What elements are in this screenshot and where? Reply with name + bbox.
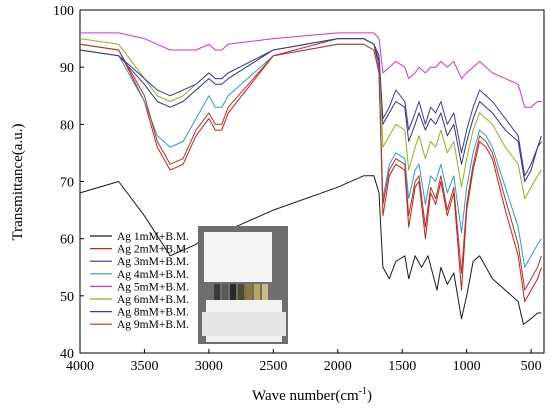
vial [230, 284, 236, 300]
legend-label: Ag 8mM+B.M. [117, 307, 189, 319]
x-tick-label: 3000 [195, 359, 223, 374]
ticks-layer: 4000 3500 3000 2500 2000 1500 1000 500 40 50 60 70 8… [53, 4, 542, 374]
inset-photo [198, 226, 288, 344]
x-axis-title-superscript: -1 [359, 386, 367, 397]
vial [262, 284, 268, 300]
legend-label: Ag 6mM+B.M. [117, 294, 189, 306]
x-tick-label: 2000 [324, 359, 352, 374]
y-tick-label: 60 [60, 233, 74, 248]
series-line-2 [79, 38, 542, 303]
x-axis-title: Wave number(cm-1) [252, 386, 372, 404]
x-tick-label: 2500 [259, 359, 287, 374]
y-tick-label: 70 [60, 176, 74, 191]
legend-label: Ag 5mM+B.M. [117, 281, 189, 293]
legend: Ag 1mM+B.M.Ag 2mM+B.M.Ag 3mM+B.M.Ag 4mM+… [90, 231, 189, 331]
x-tick-label: 1500 [388, 359, 416, 374]
series-line-7 [79, 38, 542, 177]
y-tick-label: 100 [53, 4, 74, 19]
vial [238, 284, 244, 300]
x-tick-label: 1000 [453, 359, 481, 374]
legend-label: Ag 4mM+B.M. [117, 269, 189, 281]
x-tick-label: 3500 [130, 359, 158, 374]
y-tick-label: 50 [60, 290, 74, 305]
x-tick-label: 500 [521, 359, 542, 374]
vial [246, 284, 252, 300]
legend-label: Ag 1mM+B.M. [117, 231, 189, 243]
legend-label: Ag 9mM+B.M. [117, 319, 189, 331]
legend-label: Ag 3mM+B.M. [117, 256, 189, 268]
series-line-3 [79, 38, 542, 182]
x-tick-label: 4000 [66, 359, 94, 374]
series-layer [79, 32, 542, 325]
y-tick-label: 40 [60, 347, 74, 362]
vial [222, 284, 228, 300]
legend-label: Ag 2mM+B.M. [117, 244, 189, 256]
y-axis-title: Transmittance(a.u.) [10, 124, 26, 241]
series-line-8 [79, 43, 542, 291]
series-line-5 [80, 32, 542, 108]
series-line-4 [79, 43, 542, 268]
y-tick-label: 80 [60, 118, 74, 133]
y-tick-label: 90 [60, 61, 74, 76]
vial [254, 284, 260, 300]
vial [214, 284, 220, 300]
